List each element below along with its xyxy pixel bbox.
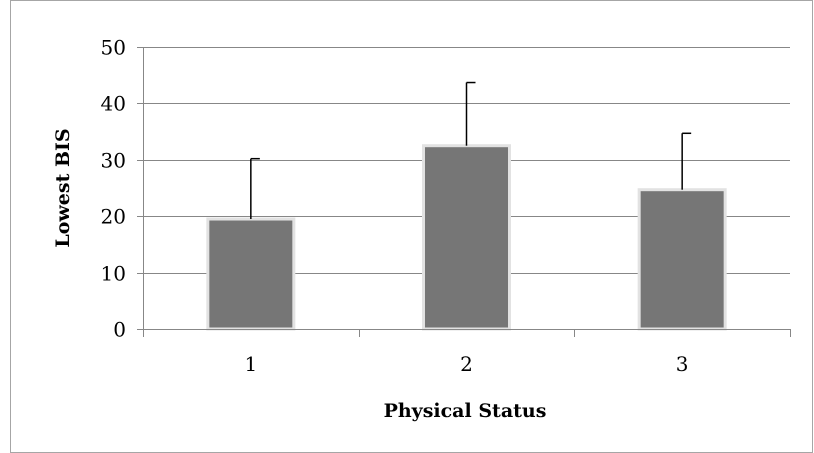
y-tick-label: 20 [101, 205, 126, 229]
y-tick-label: 30 [101, 149, 126, 173]
x-axis-title: Physical Status [384, 400, 547, 422]
y-axis-title: Lowest BIS [52, 128, 74, 247]
x-tick-label: 2 [460, 352, 473, 376]
y-tick-labels: 0 10 20 30 40 50 [101, 36, 126, 342]
x-tick-label: 3 [676, 352, 689, 376]
y-tick-label: 0 [113, 318, 126, 342]
axes [137, 47, 791, 337]
bar [637, 188, 727, 331]
x-tick-labels: 1 2 3 [244, 352, 688, 376]
error-bars [250, 81, 692, 220]
bar [422, 144, 511, 331]
y-tick-label: 10 [101, 262, 126, 286]
bar [206, 217, 296, 331]
y-tick-label: 40 [101, 92, 126, 116]
y-tick-label: 50 [101, 36, 126, 60]
x-tick-label: 1 [244, 352, 257, 376]
